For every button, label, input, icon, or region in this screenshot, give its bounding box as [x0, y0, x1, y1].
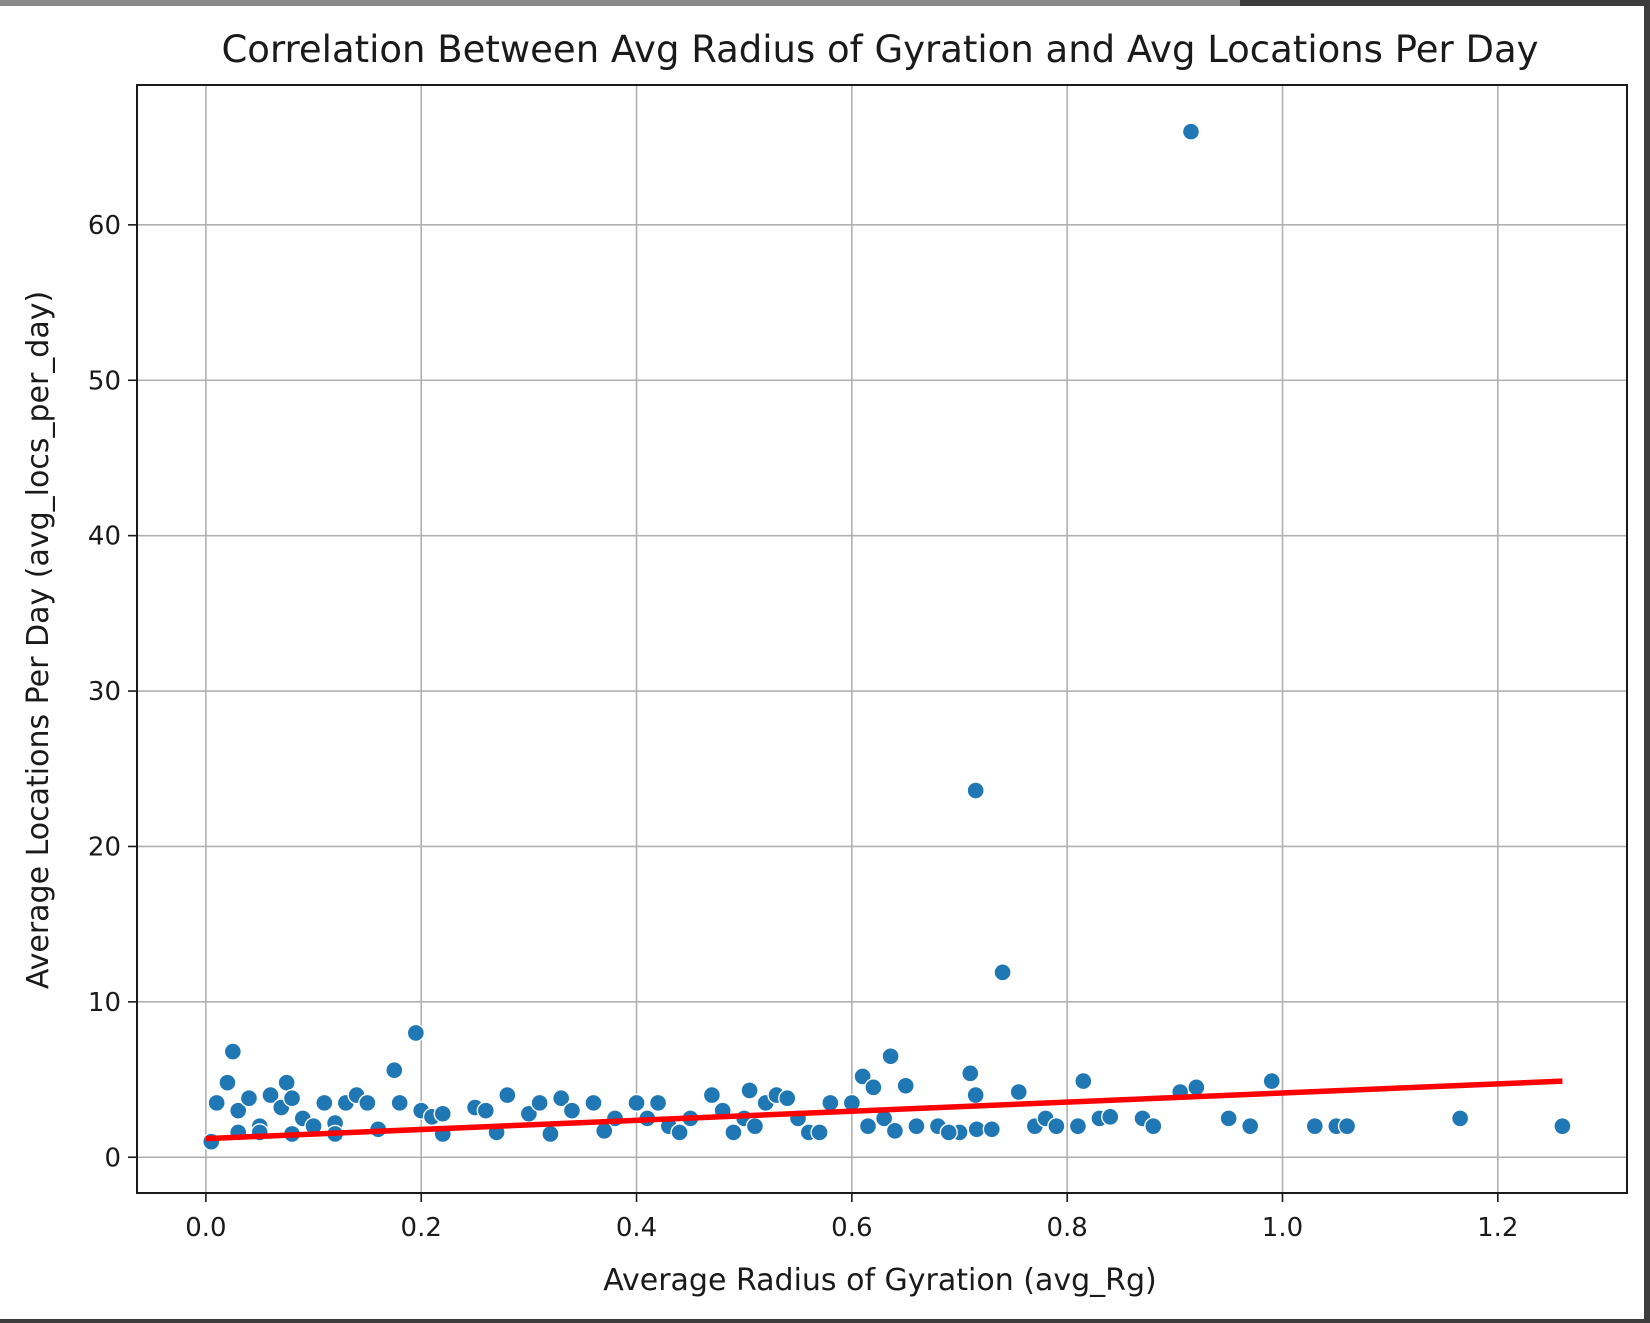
data-point-54	[896, 1076, 915, 1095]
x-tick-label-3: 0.6	[831, 1213, 872, 1243]
y-tick-label-4: 40	[88, 522, 121, 552]
data-point-80	[1305, 1116, 1324, 1136]
data-point-1	[207, 1093, 226, 1113]
y-tick-label-6: 60	[88, 211, 121, 241]
data-point-2	[218, 1073, 237, 1092]
window-top-edge-dark	[1240, 0, 1650, 6]
y-tick-label-5: 50	[88, 366, 121, 396]
data-point-5	[239, 1089, 259, 1108]
data-point-63	[993, 963, 1012, 982]
data-point-69	[1074, 1071, 1093, 1091]
data-point-38	[702, 1085, 722, 1105]
data-point-78	[1240, 1116, 1260, 1136]
y-tick-label-0: 0	[104, 1143, 121, 1173]
data-point-30	[562, 1101, 582, 1120]
data-point-62	[982, 1120, 1002, 1139]
data-point-51	[864, 1078, 883, 1097]
x-tick-label-2: 0.4	[616, 1213, 657, 1243]
data-point-9	[277, 1073, 296, 1092]
y-axis-label: Average Locations Per Day (avg_locs_per_…	[21, 291, 56, 989]
grid-lines	[137, 85, 1627, 1193]
data-point-55	[907, 1116, 926, 1136]
data-point-19	[390, 1093, 409, 1113]
y-tick-label-2: 20	[88, 832, 121, 862]
data-point-92	[541, 1124, 560, 1144]
data-point-17	[358, 1093, 377, 1113]
x-tick-label-5: 1.0	[1262, 1213, 1303, 1243]
x-tick-label-0: 0.0	[185, 1213, 226, 1243]
data-point-47	[821, 1093, 840, 1113]
x-axis-ticks: 0.0 0.2 0.4 0.6 0.8 1.0 1.2	[185, 1193, 1518, 1243]
plot-frame	[136, 84, 1628, 1194]
data-point-64	[1009, 1082, 1028, 1102]
data-point-59	[966, 781, 985, 800]
data-point-4	[228, 1101, 248, 1120]
data-point-42	[745, 1116, 765, 1136]
data-point-75	[1181, 122, 1201, 141]
y-tick-label-1: 10	[88, 988, 121, 1018]
trend-line-segment	[205, 1078, 1563, 1142]
data-point-45	[778, 1089, 797, 1108]
data-point-67	[1047, 1116, 1066, 1136]
data-point-26	[498, 1085, 517, 1105]
data-point-7	[261, 1085, 280, 1105]
window-right-edge	[1644, 0, 1650, 1323]
data-point-33	[627, 1093, 646, 1113]
data-point-99	[939, 1123, 958, 1142]
data-point-18	[385, 1061, 404, 1080]
data-point-93	[595, 1121, 614, 1141]
data-point-3	[223, 1042, 243, 1061]
window-bottom-edge	[0, 1319, 1650, 1323]
data-point-84	[1553, 1116, 1572, 1136]
data-point-28	[530, 1093, 549, 1113]
data-point-77	[1219, 1109, 1238, 1128]
data-point-71	[1101, 1107, 1120, 1127]
data-point-98	[885, 1121, 905, 1141]
data-point-25	[476, 1101, 496, 1120]
data-point-31	[584, 1093, 603, 1113]
data-point-97	[810, 1123, 829, 1142]
y-axis-ticks: 0 10 20 30 40 50 60	[88, 211, 137, 1173]
data-point-35	[648, 1093, 668, 1113]
x-tick-label-1: 0.2	[401, 1213, 442, 1243]
data-point-76	[1187, 1078, 1206, 1097]
data-point-10	[282, 1089, 302, 1108]
data-point-82	[1337, 1116, 1357, 1136]
x-tick-label-4: 0.8	[1046, 1213, 1087, 1243]
data-point-58	[961, 1064, 980, 1083]
chart-title: Correlation Between Avg Radius of Gyrati…	[221, 28, 1538, 71]
data-point-94	[670, 1123, 689, 1142]
data-point-79	[1262, 1071, 1281, 1091]
data-point-73	[1144, 1116, 1163, 1136]
trend-line	[205, 1078, 1563, 1142]
window-top-edge	[0, 0, 1650, 6]
data-point-29	[551, 1089, 571, 1108]
data-point-49	[853, 1067, 872, 1086]
data-point-50	[858, 1116, 878, 1136]
data-point-20	[406, 1023, 426, 1043]
data-point-83	[1450, 1109, 1470, 1128]
x-axis-label: Average Radius of Gyration (avg_Rg)	[603, 1263, 1157, 1298]
data-point-68	[1068, 1116, 1088, 1136]
data-point-41	[740, 1081, 759, 1100]
data-points	[202, 122, 1572, 1151]
data-point-53	[881, 1047, 900, 1066]
data-point-23	[433, 1104, 452, 1123]
data-point-60	[966, 1085, 985, 1105]
data-point-95	[724, 1123, 743, 1142]
data-point-13	[315, 1093, 334, 1113]
x-tick-label-6: 1.2	[1477, 1213, 1518, 1243]
y-tick-label-3: 30	[88, 677, 121, 707]
